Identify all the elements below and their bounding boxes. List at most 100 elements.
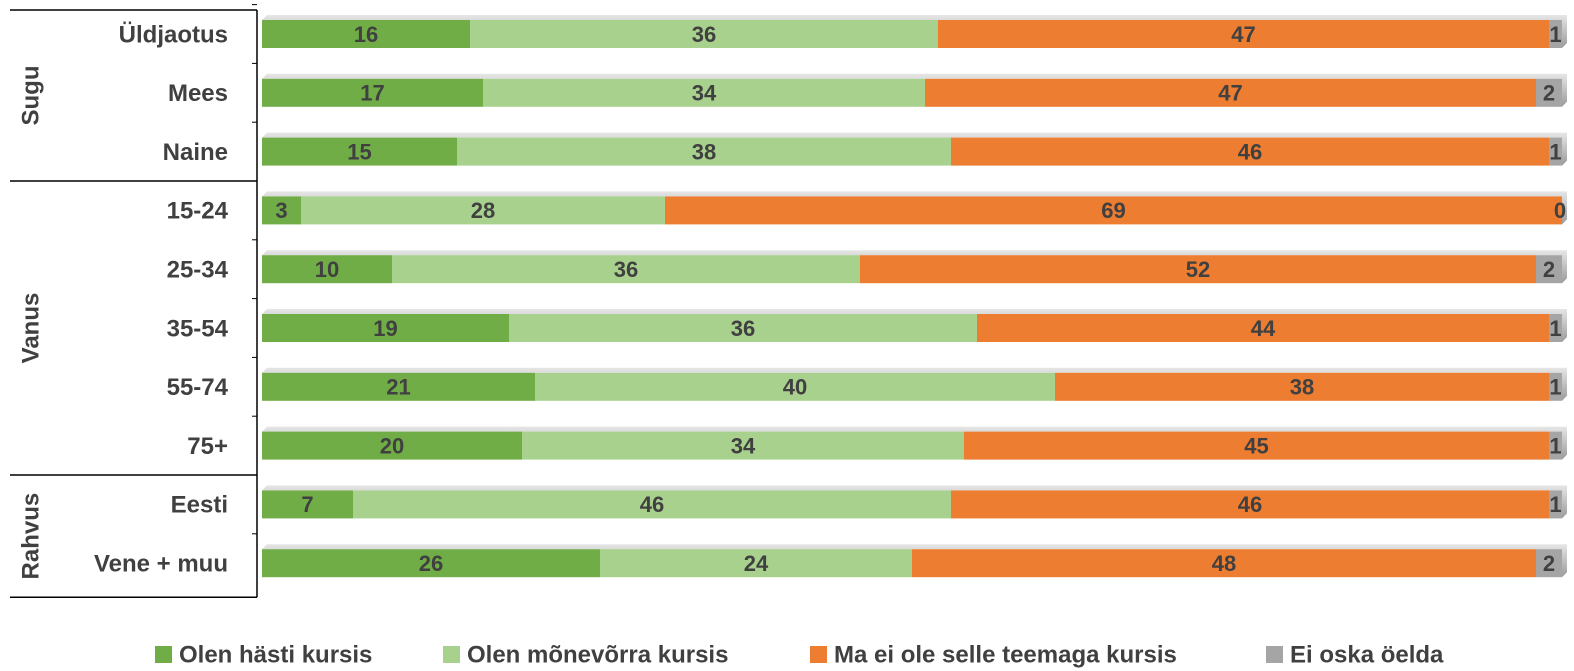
bar-shadow — [262, 73, 1567, 107]
data-label: 0 — [1554, 198, 1566, 223]
category-label: 25-34 — [167, 257, 229, 284]
data-label: 16 — [354, 22, 378, 47]
bar-shadow — [262, 250, 1567, 284]
data-label: 34 — [731, 433, 756, 458]
data-label: 46 — [640, 492, 664, 517]
group-label: Sugu — [17, 66, 44, 126]
legend-label: Olen mõnevõrra kursis — [467, 641, 728, 668]
bar-segment — [483, 78, 925, 107]
category-label: Eesti — [171, 492, 228, 519]
bar-shadow — [262, 426, 1567, 460]
data-label: 1 — [1549, 139, 1561, 164]
data-label: 38 — [692, 139, 716, 164]
bar-segment — [353, 490, 951, 519]
data-label: 40 — [783, 375, 807, 400]
legend-swatch — [155, 646, 172, 663]
data-label: 19 — [373, 316, 397, 341]
data-label: 3 — [275, 198, 287, 223]
bar-shadow — [262, 485, 1567, 519]
category-label: 75+ — [187, 433, 228, 460]
bar-segment — [470, 20, 938, 48]
data-label: 1 — [1549, 22, 1561, 47]
legend-swatch — [810, 646, 827, 663]
data-label: 44 — [1251, 316, 1276, 341]
bar-segment — [925, 78, 1536, 107]
bar-segment — [1536, 255, 1562, 284]
bar-segment — [262, 20, 470, 48]
data-label: 45 — [1244, 433, 1268, 458]
bar-segment — [392, 255, 860, 284]
data-label: 34 — [692, 81, 717, 106]
data-label: 7 — [301, 492, 313, 517]
data-label: 36 — [692, 22, 716, 47]
bar-segment — [262, 431, 522, 460]
data-label: 69 — [1101, 198, 1125, 223]
data-label: 48 — [1212, 551, 1236, 576]
bar-segment — [665, 196, 1562, 225]
bar-segment — [1549, 20, 1562, 48]
data-label: 47 — [1231, 22, 1255, 47]
bar-segment — [262, 137, 457, 166]
data-label: 2 — [1543, 257, 1555, 282]
data-label: 38 — [1290, 375, 1314, 400]
data-label: 17 — [360, 81, 384, 106]
bar-segment — [860, 255, 1536, 284]
bar-segment — [1549, 314, 1562, 342]
bar-shadow — [262, 367, 1567, 401]
category-label: 15-24 — [167, 198, 229, 225]
bar-segment — [262, 314, 509, 342]
group-label: Vanus — [17, 293, 44, 364]
category-label: Vene + muu — [94, 551, 228, 578]
data-label: 1 — [1549, 375, 1561, 400]
data-label: 47 — [1218, 81, 1242, 106]
bar-segment — [262, 78, 483, 107]
data-label: 28 — [471, 198, 495, 223]
data-label: 46 — [1238, 492, 1262, 517]
data-label: 20 — [380, 433, 404, 458]
category-label: 55-74 — [167, 374, 229, 401]
data-label: 1 — [1549, 316, 1561, 341]
legend-swatch — [1266, 646, 1283, 663]
category-label: 35-54 — [167, 315, 229, 342]
bar-segment — [1549, 372, 1562, 401]
bar-segment — [1055, 372, 1549, 401]
bar-segment — [1536, 549, 1562, 578]
data-label: 46 — [1238, 139, 1262, 164]
bar-segment — [262, 255, 392, 284]
data-label: 26 — [419, 551, 443, 576]
bar-segment — [964, 431, 1549, 460]
bar-shadow — [262, 132, 1567, 166]
bar-segment — [600, 549, 912, 578]
bar-shadow — [262, 309, 1567, 342]
bar-segment — [262, 372, 535, 401]
bar-segment — [951, 137, 1549, 166]
bar-segment — [457, 137, 951, 166]
legend-swatch — [443, 646, 460, 663]
data-label: 2 — [1543, 81, 1555, 106]
category-label: Naine — [163, 139, 228, 166]
bar-shadow — [262, 15, 1567, 48]
bar-segment — [938, 20, 1549, 48]
bar-segment — [262, 490, 353, 519]
bar-segment — [1549, 490, 1562, 519]
bar-segment — [1549, 137, 1562, 166]
bar-segment — [301, 196, 665, 225]
bar-shadow — [262, 191, 1567, 225]
legend-label: Olen hästi kursis — [179, 641, 372, 668]
bar-segment — [1536, 78, 1562, 107]
data-label: 36 — [614, 257, 638, 282]
data-label: 36 — [731, 316, 755, 341]
data-label: 52 — [1186, 257, 1210, 282]
bar-segment — [977, 314, 1549, 342]
group-label: Rahvus — [17, 493, 44, 580]
data-label: 1 — [1549, 492, 1561, 517]
category-label: Mees — [168, 80, 228, 107]
data-label: 1 — [1549, 433, 1561, 458]
data-label: 10 — [315, 257, 339, 282]
bar-segment — [262, 196, 301, 225]
data-label: 24 — [744, 551, 769, 576]
data-label: 15 — [347, 139, 371, 164]
data-label: 2 — [1543, 551, 1555, 576]
bar-shadow — [262, 544, 1567, 578]
